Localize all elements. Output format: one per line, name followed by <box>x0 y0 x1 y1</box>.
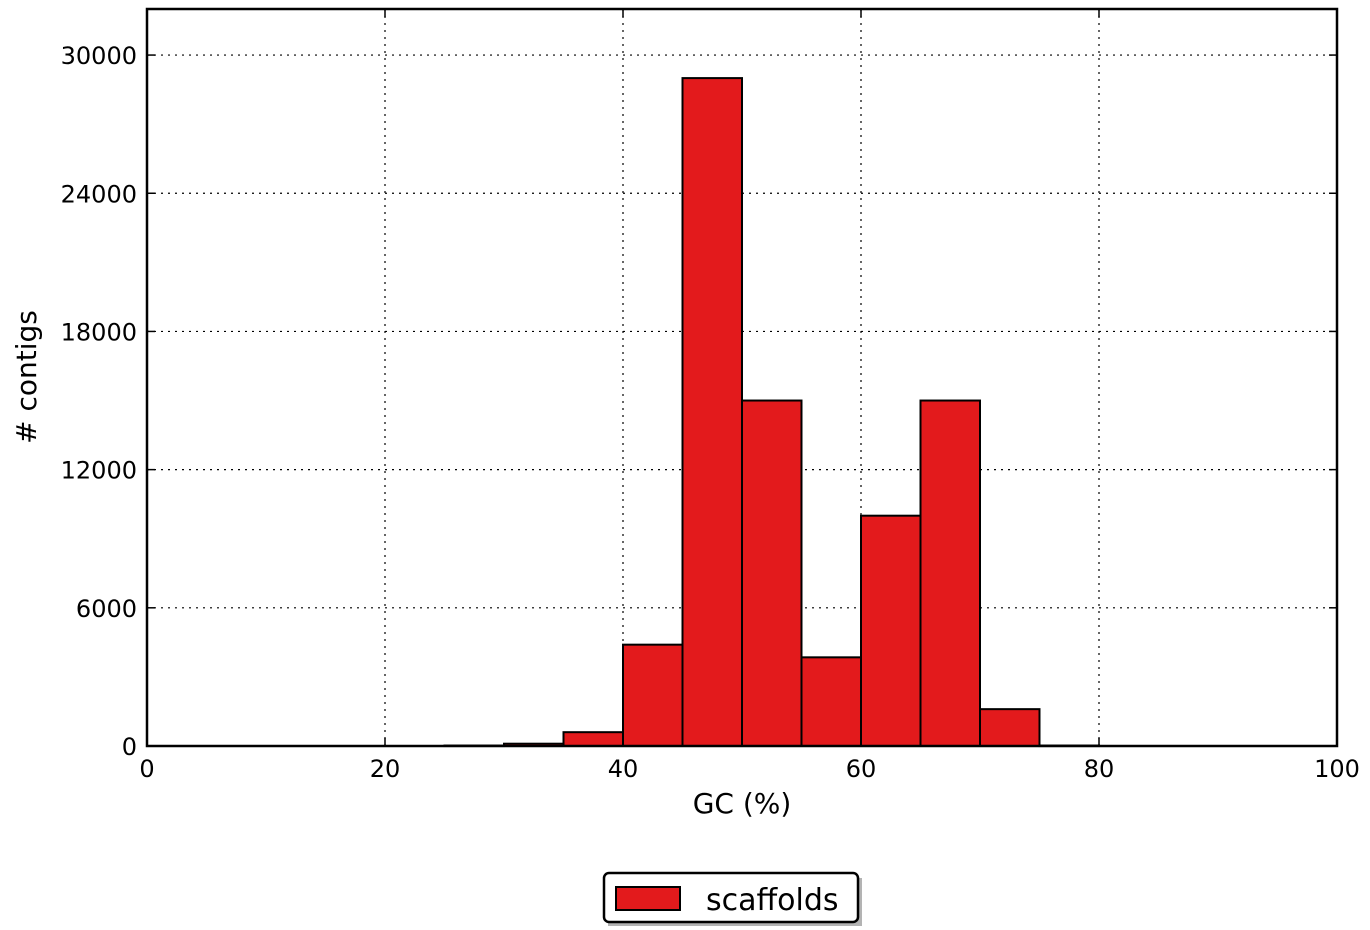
legend: scaffolds <box>602 871 862 926</box>
legend-swatch-scaffolds <box>615 886 681 911</box>
histogram-bar <box>622 643 684 747</box>
legend-label-scaffolds: scaffolds <box>706 883 839 918</box>
x-axis-label: GC (%) <box>693 787 792 820</box>
y-tick-label: 30000 <box>61 42 137 70</box>
y-tick-label: 12000 <box>61 457 137 485</box>
axis-ticks <box>146 9 1338 747</box>
histogram-bar <box>681 77 743 747</box>
x-tick-label: 80 <box>1084 755 1115 783</box>
x-tick-label: 0 <box>139 755 154 783</box>
plot-frame <box>145 7 1339 748</box>
x-tick-label: 40 <box>608 755 639 783</box>
histogram-bar <box>741 399 803 747</box>
histogram-bar <box>800 656 862 748</box>
y-tick-label: 18000 <box>61 318 137 346</box>
histogram-bars <box>443 77 1100 748</box>
y-tick-label: 0 <box>122 733 137 761</box>
x-tick-label: 100 <box>1314 755 1360 783</box>
x-tick-label: 60 <box>846 755 877 783</box>
x-tick-label: 20 <box>370 755 401 783</box>
y-tick-label: 6000 <box>76 595 137 623</box>
y-tick-label: 24000 <box>61 180 137 208</box>
x-tick-labels: 0 20 40 60 80 100 <box>139 755 1360 783</box>
histogram-bar <box>919 399 981 747</box>
y-axis-label: # contigs <box>10 310 43 444</box>
histogram-bar <box>979 708 1041 748</box>
y-tick-labels: 0 6000 12000 18000 24000 30000 <box>61 42 137 761</box>
histogram-bar <box>860 514 922 747</box>
histogram-bar <box>562 731 624 748</box>
